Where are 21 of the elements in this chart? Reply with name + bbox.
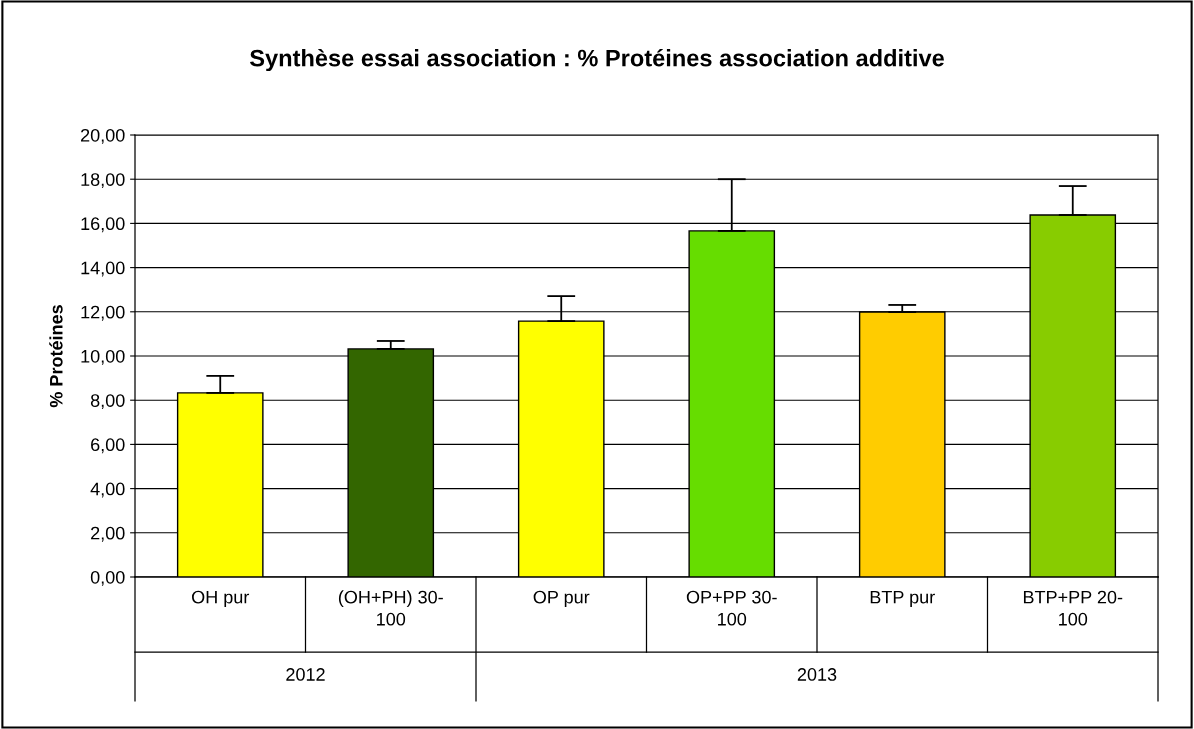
chart-title: Synthèse essai association : % Protéines association additive: [249, 48, 944, 72]
y-tick-label: 20,00: [81, 128, 125, 144]
x-tick-label: (OH+PH) 30-100: [338, 590, 443, 626]
y-tick-label: 14,00: [81, 261, 125, 277]
y-tick-label: 0,00: [90, 570, 125, 586]
text: 2012: [286, 668, 325, 681]
x-tick-label: OP+PP 30-100: [686, 590, 777, 626]
y-tick-label: 16,00: [81, 217, 125, 233]
y-tick-label: 18,00: [81, 173, 125, 189]
text: 2013: [797, 668, 837, 681]
x-tick-label: OP pur: [533, 590, 590, 608]
y-tick-label: 6,00: [91, 438, 125, 454]
y-axis-title: % Protéines: [49, 305, 63, 408]
y-tick-label: 8,00: [90, 394, 125, 410]
y-tick-label: 12,00: [81, 305, 125, 321]
y-tick-label: 10,00: [81, 349, 125, 365]
y-tick-label: 4,00: [90, 482, 125, 498]
y-tick-label: 2,00: [91, 526, 125, 542]
x-tick-label: BTP+PP 20-100: [1023, 590, 1123, 626]
x-tick-label: BTP pur: [870, 590, 935, 608]
x-tick-label: OH pur: [192, 590, 250, 608]
